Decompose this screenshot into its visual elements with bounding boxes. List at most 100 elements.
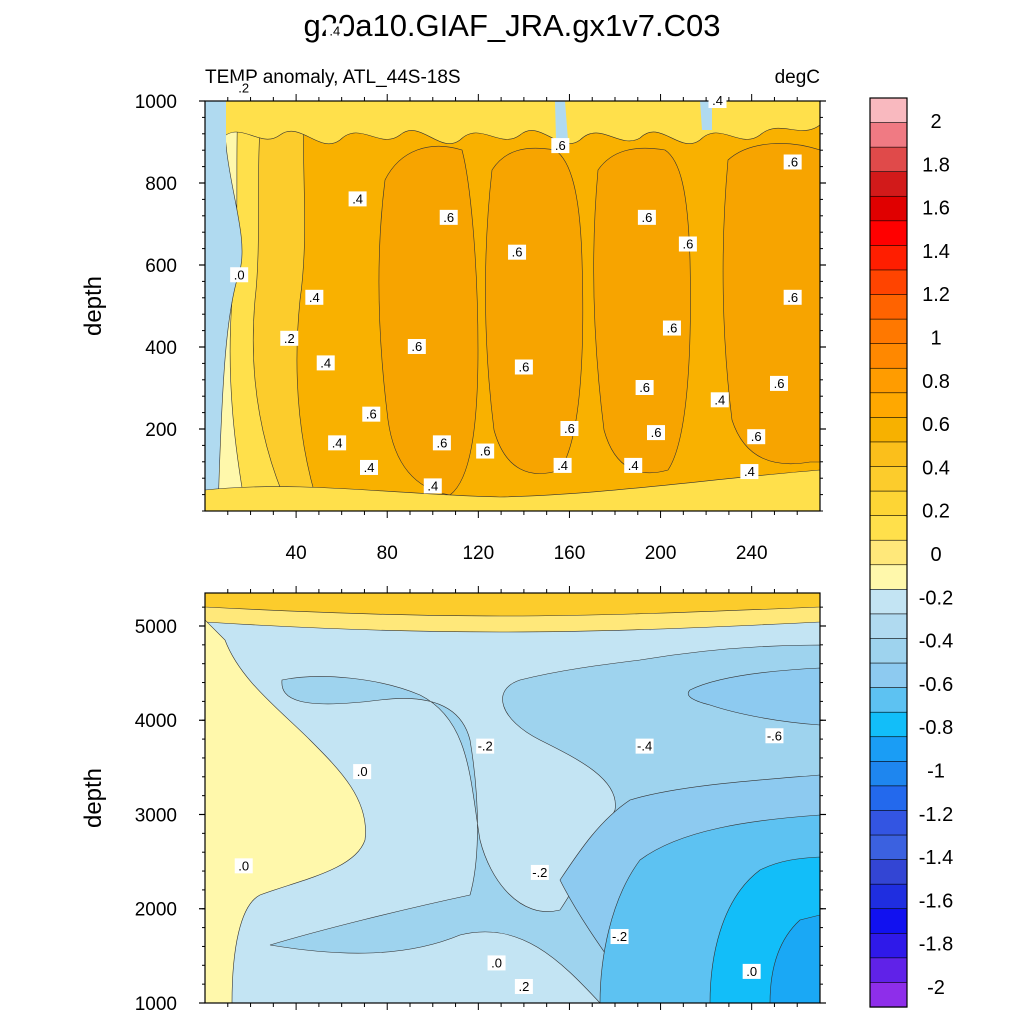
- lower-contour-minus03: [687, 667, 820, 726]
- upper-contour-label: .6: [362, 406, 381, 422]
- upper-contour-label-box: [234, 80, 253, 96]
- upper-contour-orange-3: [593, 147, 691, 474]
- colorbar-label: -2: [927, 977, 945, 999]
- upper-contour-label-box: [280, 330, 299, 346]
- upper-contour-label: .2: [280, 330, 299, 346]
- colorbar-swatch: [869, 417, 908, 443]
- lower-contour-label-text: .2: [518, 979, 529, 994]
- upper-contour-label: .4: [305, 289, 324, 305]
- upper-ytick-label: 1000: [135, 92, 177, 113]
- lower-contour-zero: [205, 619, 366, 1003]
- lower-contour-label-text: -.2: [612, 929, 627, 944]
- lower-contour-label-box: [742, 963, 761, 979]
- lower-ytick-label: 4000: [135, 711, 177, 732]
- upper-contour-label-box: [360, 459, 378, 475]
- upper-contour-label-text: .6: [682, 237, 693, 252]
- colorbar-swatch: [869, 392, 908, 418]
- colorbar-swatch: [869, 613, 908, 640]
- upper-ticks: 200 400 600 800 1000 40 80 120 160 200 240: [135, 92, 826, 564]
- colorbar-frame: [869, 97, 908, 1008]
- lower-ticks: 1000 2000 3000 4000 5000: [135, 586, 826, 1015]
- upper-contour-label-box: [647, 425, 665, 441]
- lower-contour-label-box: [610, 929, 629, 945]
- upper-contour-label: .6: [560, 421, 579, 436]
- upper-contour-label: .0: [230, 267, 249, 283]
- colorbar-swatch: [869, 810, 908, 836]
- colorbar-swatch: [869, 662, 908, 689]
- upper-contour-label-text: .6: [512, 245, 523, 260]
- upper-contour-label-text: .4: [714, 392, 725, 407]
- colorbar-swatch: [869, 957, 908, 984]
- colorbar-label: -1.4: [919, 847, 953, 869]
- colorbar-swatch: [869, 711, 908, 738]
- upper-y-axis-label: depth: [80, 276, 107, 336]
- colorbar-label: 1: [930, 328, 941, 350]
- upper-contour-label-text: .4: [628, 458, 639, 473]
- lower-contour-label: -.6: [765, 728, 784, 744]
- chart-subtitle-left: TEMP anomaly, ATL_44S-18S: [205, 67, 461, 88]
- upper-contour-label-box: [708, 93, 727, 108]
- upper-xtick-label: 40: [286, 543, 307, 564]
- upper-contour-label-box: [305, 289, 324, 305]
- upper-plot-field: [205, 101, 820, 511]
- lower-axes-frame: [204, 592, 821, 1004]
- upper-contour-label-box: [476, 443, 495, 459]
- lower-contour-label: .0: [487, 955, 506, 971]
- colorbar-label: -0.4: [919, 631, 953, 653]
- upper-contour-label: .4: [710, 392, 729, 408]
- lower-contour-label-box: [487, 955, 506, 971]
- upper-contour-label: .6: [637, 209, 656, 225]
- colorbar-swatch: [869, 294, 908, 320]
- lower-ytick-label: 5000: [135, 617, 177, 638]
- upper-contour-label: .6: [514, 359, 533, 375]
- upper-contour-label-text: .6: [480, 444, 491, 459]
- lower-contour-label: -.2: [530, 864, 549, 880]
- colorbar-label: 1.4: [922, 241, 950, 263]
- upper-contour-label-box: [439, 209, 458, 225]
- upper-ytick-label: 800: [145, 174, 177, 195]
- upper-contour-label-box: [407, 339, 426, 354]
- upper-contour-label-box: [423, 478, 442, 494]
- lower-contour-label: .0: [234, 858, 253, 874]
- colorbar-label: -1.8: [919, 934, 953, 956]
- lower-contour-labels: .2 .0 .0 -.2 .0 -.2 .0 -.2 -.4 -.6: [234, 728, 784, 994]
- colorbar-swatch: [869, 908, 908, 934]
- upper-contour-label: .6: [508, 244, 527, 260]
- upper-contour-label: .6: [770, 375, 788, 391]
- lower-ytick-label: 2000: [135, 900, 177, 921]
- upper-contour-label-text: .6: [411, 339, 422, 354]
- lower-contour-label: -.2: [610, 929, 629, 945]
- upper-contour-label: .6: [635, 380, 654, 395]
- lower-contour-surface-2: [205, 593, 820, 617]
- lower-contour-label-box: [234, 858, 253, 874]
- lower-contour-label-text: -.6: [767, 728, 782, 743]
- colorbar-label: -1.6: [919, 890, 953, 912]
- upper-contour-label-text: .4: [427, 478, 438, 493]
- colorbar-swatch: [869, 539, 908, 566]
- colorbar-swatch: [869, 564, 908, 590]
- lower-contour-label: .0: [353, 764, 372, 780]
- colorbar-label: -1: [927, 761, 945, 783]
- upper-contour-label-text: .4: [329, 23, 340, 38]
- upper-xtick-label: 240: [736, 543, 768, 564]
- upper-contour-label-text: .4: [712, 93, 723, 108]
- upper-contour-label-box: [325, 23, 344, 39]
- upper-contour-bottom: [205, 469, 820, 511]
- colorbar-swatch: [869, 269, 908, 296]
- upper-contour-label-text: .6: [667, 321, 678, 336]
- upper-contour-label-box: [560, 421, 579, 436]
- upper-contour-label: .4: [423, 478, 442, 494]
- upper-contour-label: .6: [662, 320, 681, 336]
- colorbar-swatch: [869, 195, 908, 222]
- upper-contour-label-text: .2: [284, 331, 295, 346]
- upper-contour-label-text: .0: [234, 267, 245, 282]
- upper-contour-label: .6: [439, 209, 458, 225]
- upper-contour-label-box: [783, 289, 802, 305]
- colorbar-swatch: [869, 687, 908, 713]
- upper-contour-label: .6: [783, 154, 802, 170]
- upper-contour-label-text: .6: [641, 210, 652, 225]
- upper-contour-label: .6: [647, 425, 665, 441]
- lower-contour-label-text: .0: [238, 858, 249, 873]
- colorbar-label: 1.6: [922, 198, 950, 220]
- lower-contour-label-text: .0: [357, 764, 368, 779]
